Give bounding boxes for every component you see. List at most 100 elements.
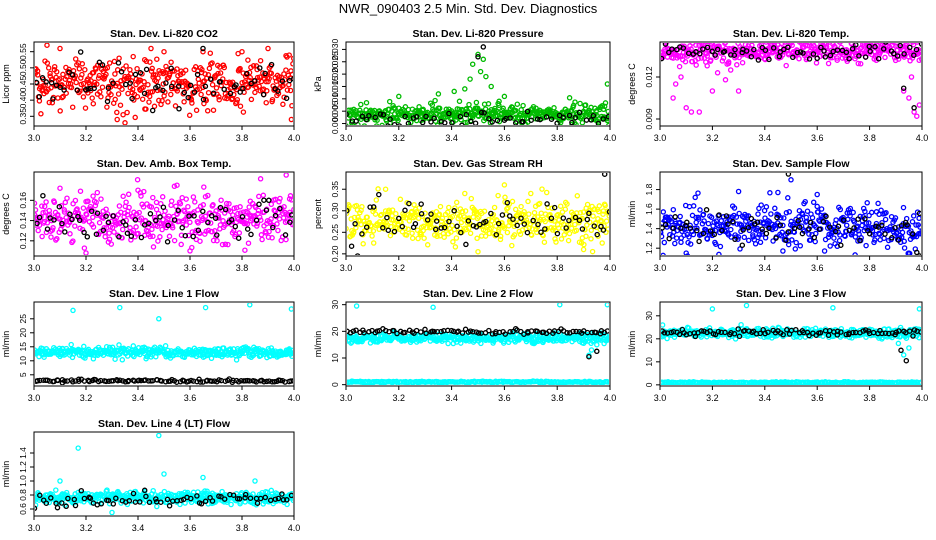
data-point bbox=[134, 176, 141, 183]
data-point bbox=[467, 106, 473, 112]
data-point bbox=[793, 239, 799, 246]
data-point bbox=[666, 235, 672, 242]
data-point bbox=[548, 116, 555, 122]
data-point bbox=[60, 93, 66, 100]
data-point bbox=[564, 201, 570, 207]
data-point bbox=[246, 69, 253, 76]
data-point bbox=[588, 236, 594, 242]
data-point bbox=[917, 224, 921, 230]
data-point bbox=[509, 198, 516, 205]
data-point bbox=[768, 211, 774, 217]
data-point bbox=[143, 66, 150, 73]
data-point bbox=[286, 52, 292, 58]
y-tick-label: 25 bbox=[18, 314, 28, 324]
data-point bbox=[62, 378, 68, 384]
y-tick-label: 0.020 bbox=[330, 63, 340, 85]
data-point bbox=[212, 228, 218, 234]
data-point bbox=[190, 194, 197, 200]
data-point bbox=[882, 231, 888, 237]
data-point bbox=[528, 190, 534, 197]
data-point bbox=[438, 225, 444, 231]
data-point bbox=[814, 191, 820, 198]
data-point bbox=[149, 89, 156, 95]
data-point bbox=[226, 201, 232, 207]
data-point bbox=[694, 225, 700, 231]
data-point bbox=[463, 241, 469, 248]
x-tick-label: 3.2 bbox=[393, 263, 406, 273]
series-secondary bbox=[661, 173, 921, 255]
data-point bbox=[683, 250, 689, 255]
data-point bbox=[361, 329, 367, 336]
data-point bbox=[733, 214, 740, 220]
data-point bbox=[825, 234, 832, 240]
data-point bbox=[265, 45, 271, 52]
data-point bbox=[360, 241, 366, 247]
data-point bbox=[160, 81, 167, 87]
data-point bbox=[367, 227, 373, 234]
data-point bbox=[366, 113, 372, 119]
data-point bbox=[542, 218, 548, 225]
data-point bbox=[436, 105, 443, 112]
data-point bbox=[200, 48, 206, 55]
data-point bbox=[913, 222, 919, 228]
data-point bbox=[501, 93, 508, 100]
data-point bbox=[59, 220, 65, 227]
data-point bbox=[524, 108, 531, 115]
data-point bbox=[275, 227, 281, 234]
data-point bbox=[860, 205, 867, 212]
data-point bbox=[155, 83, 161, 89]
data-point bbox=[290, 55, 293, 62]
data-point bbox=[548, 215, 555, 221]
data-point bbox=[730, 218, 736, 225]
y-tick-label: 0.015 bbox=[330, 76, 340, 98]
data-point bbox=[280, 215, 287, 221]
data-point bbox=[382, 186, 389, 192]
data-point bbox=[81, 245, 88, 251]
data-point bbox=[855, 228, 862, 234]
data-point bbox=[233, 82, 239, 88]
data-point bbox=[244, 70, 250, 77]
data-point bbox=[120, 378, 126, 384]
series-secondary bbox=[35, 376, 293, 385]
x-tick-label: 3.8 bbox=[551, 393, 564, 403]
data-point bbox=[606, 122, 609, 125]
data-point bbox=[523, 217, 530, 223]
data-point bbox=[174, 66, 180, 72]
data-point bbox=[257, 176, 264, 182]
data-point bbox=[588, 347, 595, 353]
data-point bbox=[105, 219, 112, 226]
data-point bbox=[806, 231, 812, 237]
data-point bbox=[895, 237, 902, 243]
data-point bbox=[701, 218, 707, 224]
chart-title: Stan. Dev. Line 2 Flow bbox=[423, 288, 534, 300]
data-point bbox=[802, 198, 808, 205]
data-point bbox=[689, 58, 696, 65]
data-point bbox=[788, 43, 795, 46]
x-tick-label: 3.4 bbox=[132, 393, 145, 403]
data-point bbox=[132, 114, 138, 121]
x-tick-label: 3.4 bbox=[132, 263, 145, 273]
data-point bbox=[475, 51, 481, 58]
x-tick-label: 3.6 bbox=[498, 393, 511, 403]
data-point bbox=[501, 182, 508, 188]
data-point bbox=[117, 377, 123, 383]
data-point bbox=[713, 241, 719, 247]
data-point bbox=[446, 218, 452, 225]
data-point bbox=[672, 214, 678, 220]
data-point bbox=[864, 200, 870, 206]
data-point bbox=[88, 208, 95, 214]
data-point bbox=[156, 316, 162, 322]
chart-temp: Stan. Dev. Li-820 Temp.degrees C3.0 3.2 3.… bbox=[627, 28, 928, 143]
data-point bbox=[90, 193, 96, 199]
y-tick-label: 0.005 bbox=[330, 100, 340, 122]
data-point bbox=[36, 214, 43, 221]
data-point bbox=[406, 200, 412, 207]
data-point bbox=[693, 43, 699, 48]
data-point bbox=[146, 220, 152, 227]
data-point bbox=[419, 213, 425, 219]
data-point bbox=[252, 89, 258, 96]
data-point bbox=[785, 195, 791, 201]
data-point bbox=[918, 43, 921, 47]
data-point bbox=[847, 205, 854, 212]
